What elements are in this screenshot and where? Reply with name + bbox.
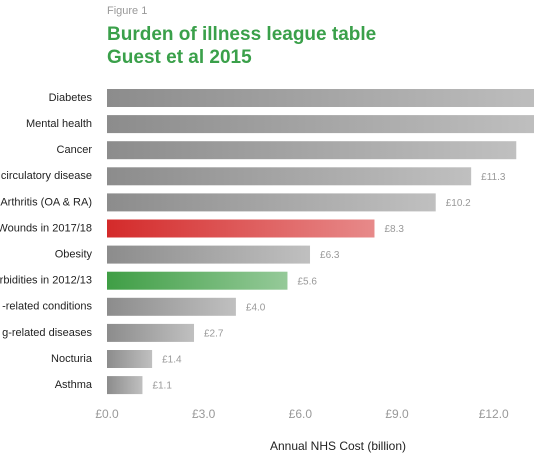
figure-label: Figure 1	[107, 5, 147, 17]
x-tick-label: £12.0	[479, 407, 509, 421]
x-tick-label: £0.0	[95, 407, 119, 421]
y-tick-label: Mental health	[26, 118, 92, 130]
y-tick-label: -related conditions	[2, 301, 92, 313]
y-tick-label: circulatory disease	[1, 170, 92, 182]
y-tick-label: Asthma	[55, 379, 93, 391]
x-tick-label: £6.0	[289, 407, 313, 421]
chart-title: Guest et al 2015	[107, 47, 252, 68]
bar	[107, 193, 436, 212]
bar	[107, 167, 472, 186]
x-axis-title: Annual NHS Cost (billion)	[270, 439, 406, 453]
bar	[107, 271, 288, 290]
value-label: £8.3	[384, 224, 404, 235]
value-label: £10.2	[446, 198, 471, 209]
bar	[107, 376, 143, 395]
y-tick-label: Obesity	[55, 249, 93, 261]
bar	[107, 141, 517, 160]
y-tick-label: Cancer	[57, 144, 93, 156]
y-tick-label: rbidities in 2012/13	[0, 275, 92, 287]
y-tick-label: Diabetes	[49, 92, 93, 104]
x-tick-label: £3.0	[192, 407, 216, 421]
bar	[107, 219, 375, 238]
chart-title: Burden of illness league table	[107, 24, 376, 45]
value-label: £11.3	[481, 172, 506, 183]
bar	[107, 297, 236, 316]
value-label: £4.0	[246, 302, 266, 313]
bar	[107, 350, 153, 368]
value-label: £5.6	[297, 276, 317, 287]
y-tick-label: g-related diseases	[2, 327, 92, 339]
bar	[107, 89, 534, 107]
y-tick-label: Wounds in 2017/18	[0, 222, 92, 234]
y-tick-label: Arthritis (OA & RA)	[0, 196, 92, 208]
bar	[107, 323, 195, 342]
x-tick-label: £9.0	[385, 407, 409, 421]
bar	[107, 245, 311, 264]
value-label: £1.1	[152, 381, 172, 392]
bar	[107, 115, 534, 134]
y-tick-label: Nocturia	[51, 353, 93, 365]
value-label: £1.4	[162, 355, 182, 366]
value-label: £6.3	[320, 250, 340, 261]
value-label: £2.7	[204, 329, 224, 340]
